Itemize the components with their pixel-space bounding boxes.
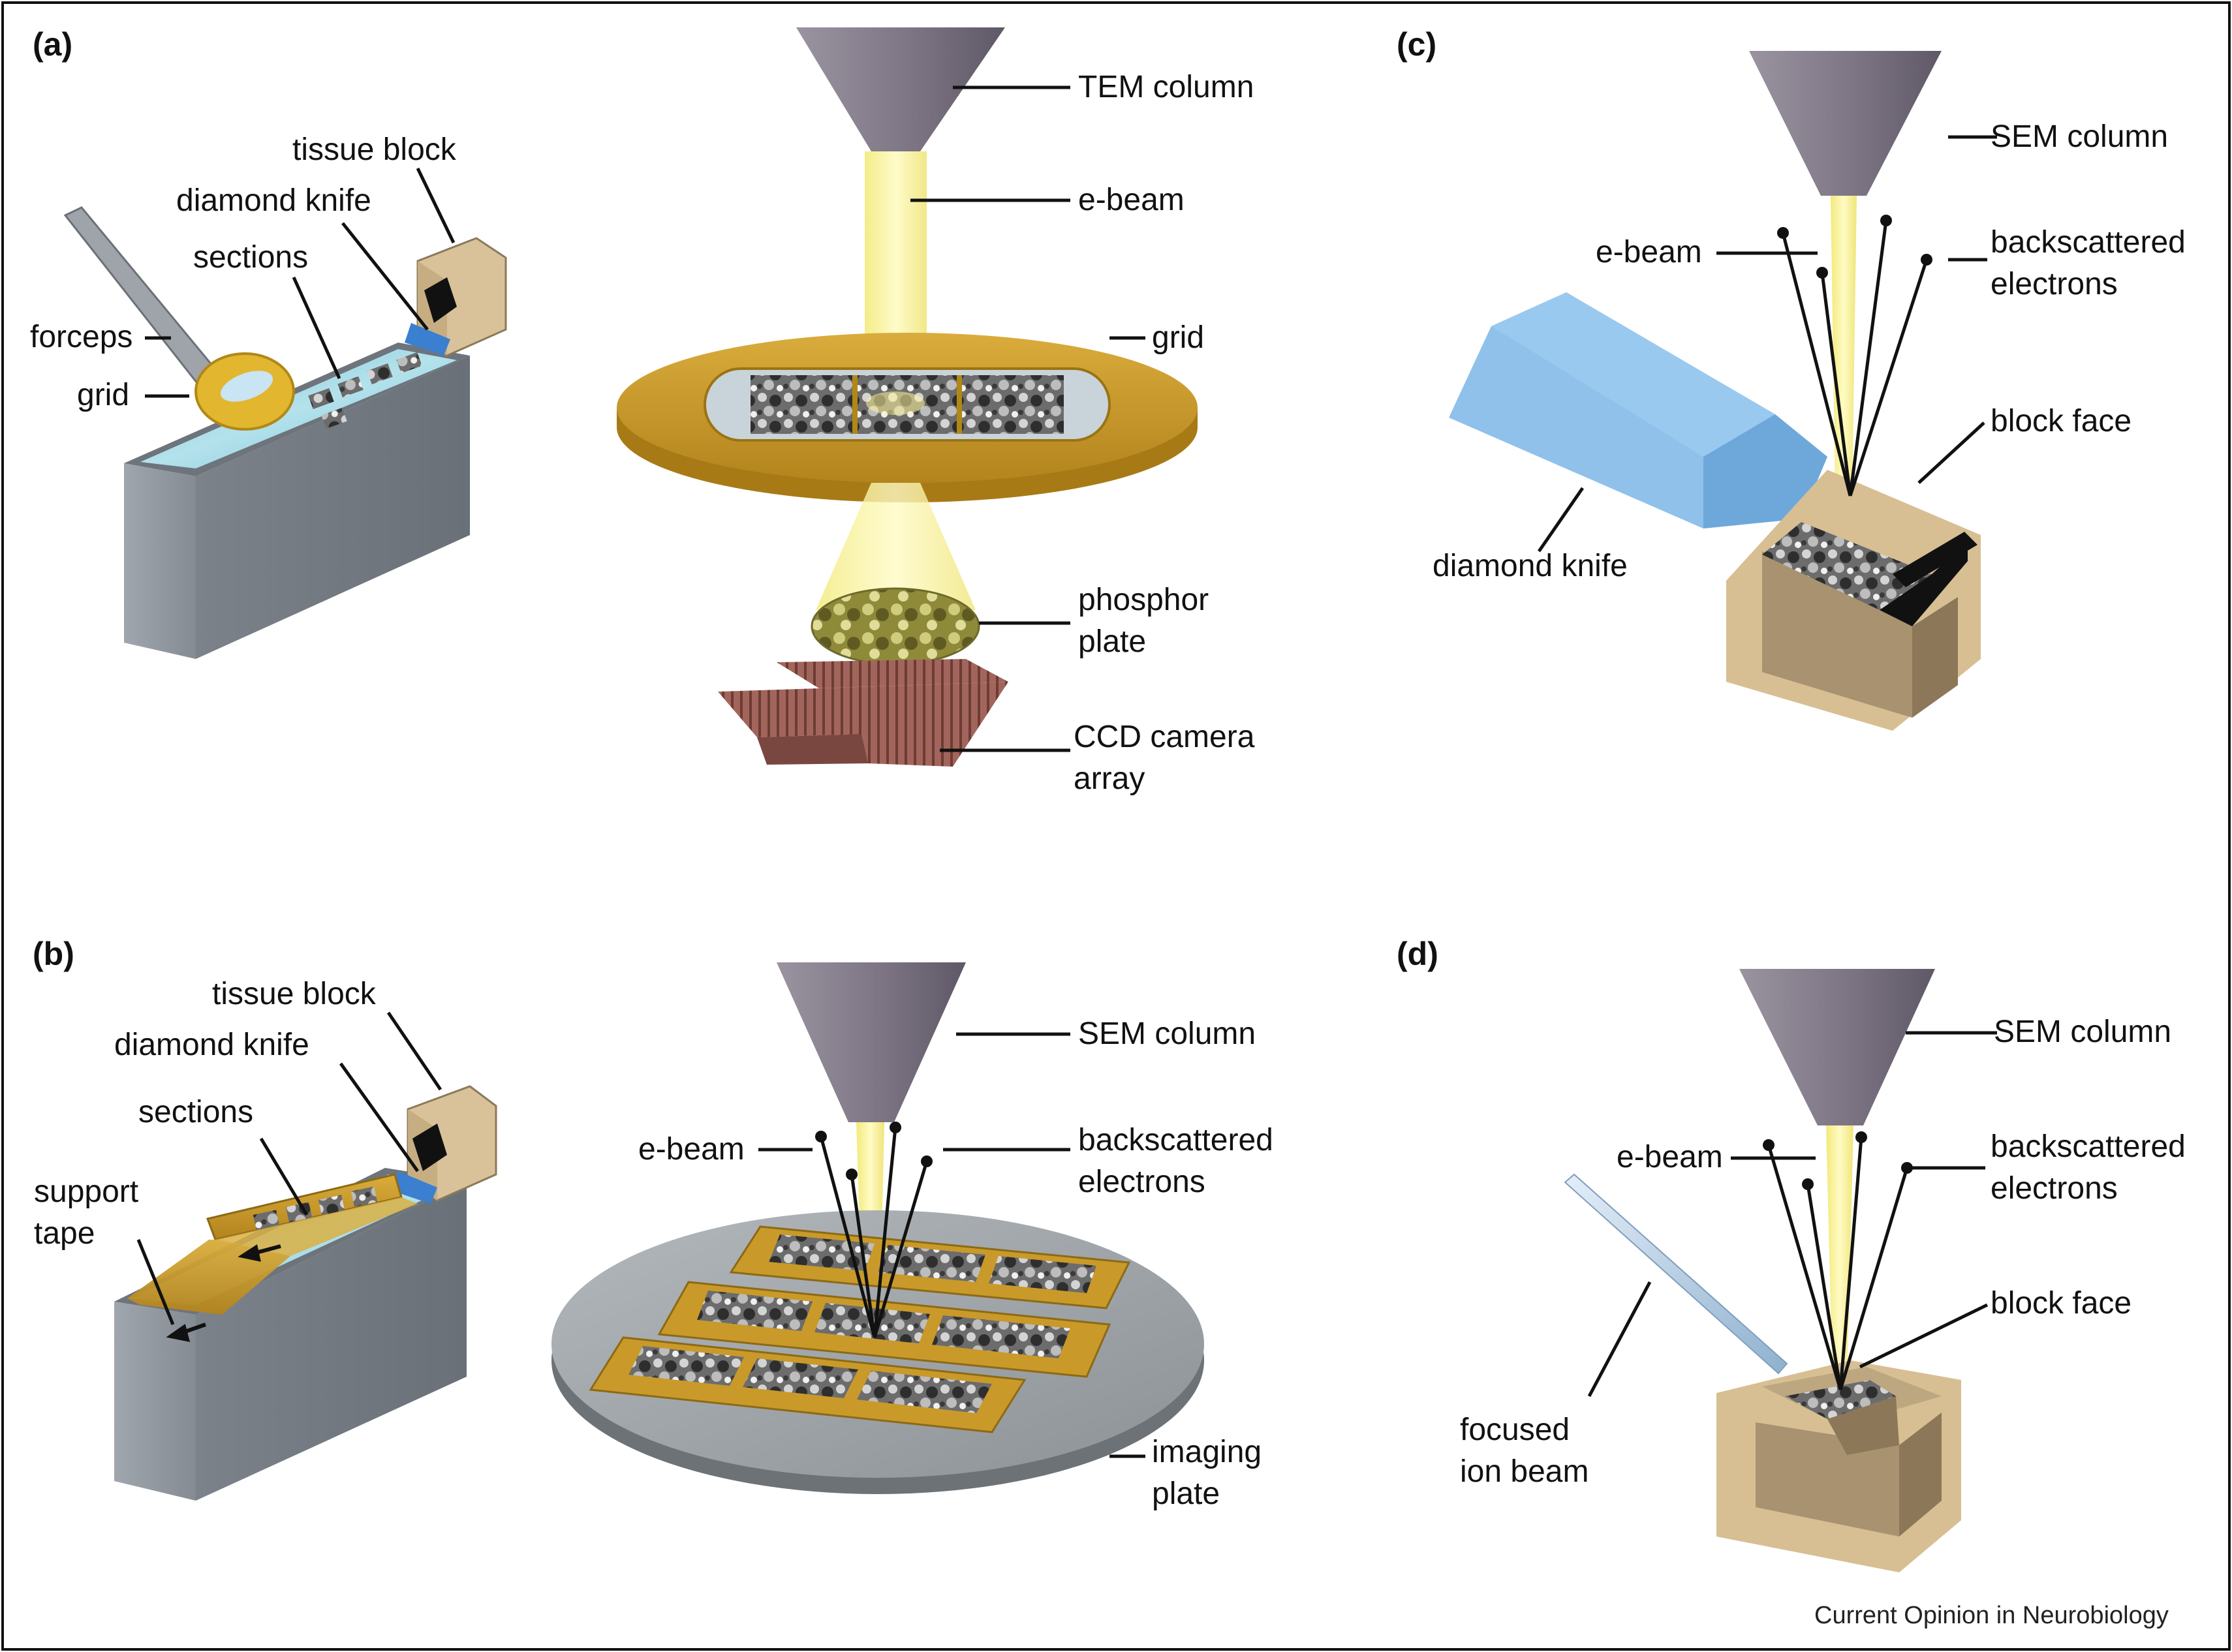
bse-lines-c: [1781, 220, 1929, 497]
ccd-array-shape: [718, 659, 1008, 767]
tem-column-label: TEM column: [1078, 70, 1254, 104]
diamond-knife-c-shape: [1449, 292, 1827, 528]
leader-lines: [136, 85, 1997, 1458]
c-backscattered-label: backscattered electrons: [1991, 225, 2186, 301]
c-sem-column-label: SEM column: [1991, 119, 2169, 154]
panel-a-tag: (a): [33, 26, 73, 63]
sem-beam-d: [1826, 1125, 1853, 1386]
sem-beam-c: [1831, 196, 1857, 496]
tape-strips-b: [589, 1225, 1131, 1433]
panel-a-knife-edge: [405, 323, 450, 356]
tem-column-shape: [796, 27, 1005, 151]
a-e-beam-label: e-beam: [1078, 183, 1185, 217]
support-tape-label: support tape: [34, 1174, 139, 1251]
imaging-plate-label: imaging plate: [1152, 1435, 1262, 1511]
panel-b-tag: (b): [33, 936, 74, 972]
sem-column-b-shape: [777, 962, 966, 1122]
panel-c-tag: (c): [1397, 26, 1437, 63]
panel-d-tag: (d): [1397, 936, 1438, 972]
c-e-beam-label: e-beam: [1596, 235, 1702, 269]
a-diamond-knife-label: diamond knife: [176, 183, 371, 218]
panel-b-knife-edge: [392, 1171, 437, 1204]
b-backscattered-label: backscattered electrons: [1078, 1123, 1273, 1199]
block-c-shape: [1726, 470, 1981, 731]
bse-lines-d: [1767, 1137, 1909, 1390]
c-block-face-label: block face: [1991, 404, 2132, 438]
journal-credit: Current Opinion in Neurobiology: [1814, 1602, 2169, 1629]
panel-b-arrows: [166, 1244, 281, 1342]
bse-dots-c: [1777, 215, 1932, 279]
panel-a-small-grid: [194, 352, 295, 431]
b-diamond-knife-label: diamond knife: [114, 1028, 309, 1062]
bse-lines-b: [819, 1127, 929, 1338]
d-sem-column-label: SEM column: [1994, 1015, 2172, 1049]
panel-a-sections: [308, 352, 422, 429]
phosphor-plate-shape: [811, 587, 980, 665]
d-backscattered-label: backscattered electrons: [1991, 1129, 2186, 1206]
a-sections-label: sections: [193, 240, 309, 275]
block-d-shape: [1716, 1360, 1961, 1572]
b-sem-column-label: SEM column: [1078, 1017, 1256, 1051]
tem-grid: [617, 333, 1198, 502]
focused-ion-beam-shape: [1564, 1173, 1788, 1375]
d-e-beam-label: e-beam: [1617, 1140, 1723, 1174]
panel-a-tissue-block: [416, 237, 507, 357]
tem-beam-cone: [816, 483, 976, 610]
panel-b-tissue-block: [407, 1085, 497, 1202]
d-block-face-label: block face: [1991, 1286, 2132, 1321]
a-grid-right-label: grid: [1152, 320, 1205, 355]
bse-dots-d: [1763, 1131, 1913, 1190]
a-forceps-label: forceps: [30, 320, 133, 354]
ccd-camera-array-label: CCD camera array: [1074, 720, 1255, 796]
sem-column-c-shape: [1749, 51, 1942, 196]
a-tissue-block-label: tissue block: [292, 132, 456, 167]
panel-a-trough: [124, 343, 470, 659]
c-diamond-knife-label: diamond knife: [1433, 549, 1628, 583]
bse-dots-b: [815, 1122, 933, 1180]
sem-column-d-shape: [1739, 969, 1935, 1125]
b-e-beam-label: e-beam: [638, 1132, 745, 1167]
phosphor-plate-label: phosphor plate: [1078, 583, 1209, 659]
focused-ion-beam-label: focused ion beam: [1460, 1413, 1589, 1489]
b-tissue-block-label: tissue block: [212, 977, 376, 1011]
a-grid-left-label: grid: [77, 378, 130, 412]
b-sections-label: sections: [138, 1095, 254, 1129]
